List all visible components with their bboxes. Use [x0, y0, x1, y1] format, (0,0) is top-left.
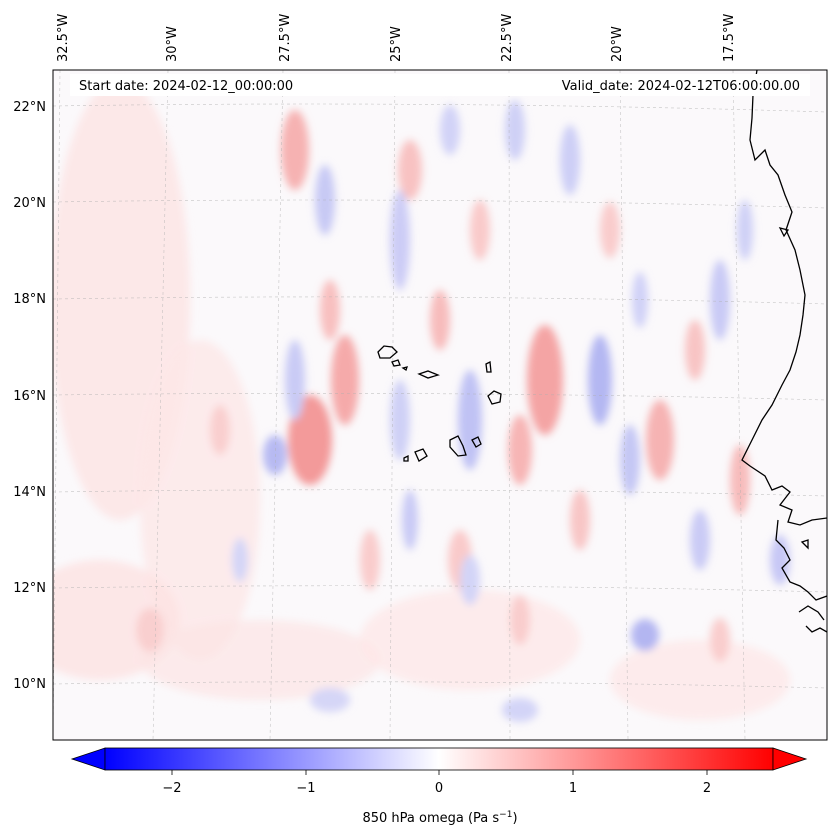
fogo-island: [414, 448, 428, 462]
lon-label-32-5w: 32.5°W: [56, 14, 71, 62]
lat-label-12n: 12°N: [13, 581, 46, 596]
map-frame: [52, 69, 828, 741]
lon-label-20w: 20°W: [610, 26, 625, 62]
map-gridlines: [53, 70, 827, 740]
valid-date-text: Valid_date: 2024-02-12T06:00:00.00: [562, 79, 800, 94]
lat-label-22n: 22°N: [13, 100, 46, 115]
lat-label-14n: 14°N: [13, 485, 46, 500]
colorbar: −2 −1 0 1 2 850 hPa omega (Pa s−1): [70, 747, 808, 826]
maio-island: [471, 436, 482, 448]
colorbar-tick-neg2: −2: [162, 781, 181, 796]
lon-label-22-5w: 22.5°W: [500, 14, 515, 62]
sal-island: [485, 360, 492, 373]
colorbar-tick-neg1: −1: [296, 781, 315, 796]
longitude-labels: 32.5°W 30°W 27.5°W 25°W 22.5°W 20°W 17.5…: [56, 14, 737, 62]
colorbar-tick-1: 1: [569, 781, 577, 796]
lon-label-27-5w: 27.5°W: [278, 14, 293, 62]
colorbar-tick-2: 2: [703, 781, 711, 796]
santo-antao-island: [377, 345, 398, 359]
lat-label-10n: 10°N: [13, 677, 46, 692]
brava-island: [403, 454, 409, 462]
sao-vicente-island: [391, 359, 401, 367]
lon-label-17-5w: 17.5°W: [722, 14, 737, 62]
omega-field: Start date: 2024-02-12_00:00:00 Valid_da…: [53, 70, 827, 740]
africa-coastline: [741, 70, 827, 526]
colorbar-tick-0: 0: [435, 781, 443, 796]
start-date-text: Start date: 2024-02-12_00:00:00: [79, 79, 293, 94]
date-header-background: [70, 74, 810, 96]
latitude-labels: 22°N 20°N 18°N 16°N 14°N 12°N 10°N: [13, 100, 46, 692]
sao-nicolau-island: [417, 370, 440, 379]
lat-label-18n: 18°N: [13, 292, 46, 307]
santiago-island: [449, 435, 467, 457]
coastline: [377, 70, 827, 633]
lat-label-16n: 16°N: [13, 389, 46, 404]
lon-label-30w: 30°W: [165, 26, 180, 62]
colorbar-gradient: [104, 747, 774, 771]
lat-label-20n: 20°N: [13, 196, 46, 211]
boa-vista-island: [487, 390, 502, 405]
colorbar-label: 850 hPa omega (Pa s−1): [362, 810, 517, 826]
lon-label-25w: 25°W: [389, 26, 404, 62]
colorbar-extend-high: [772, 747, 808, 771]
colorbar-extend-low: [70, 747, 106, 771]
